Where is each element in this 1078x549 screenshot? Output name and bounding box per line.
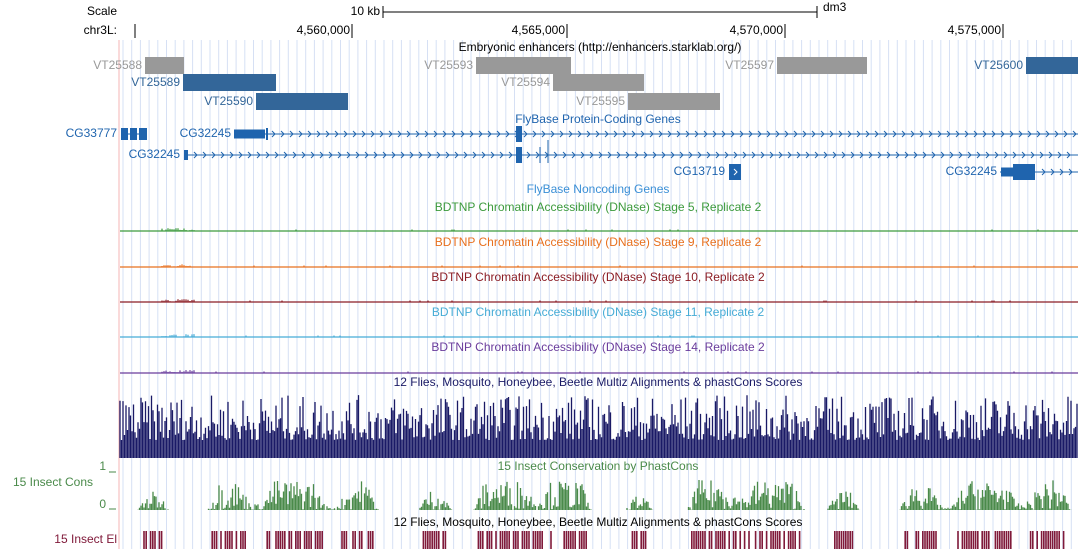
ruler-tick-label: 4,575,000 <box>948 23 1002 37</box>
enhancer-feature[interactable] <box>628 93 720 110</box>
enhancer-feature[interactable] <box>1026 57 1078 74</box>
signal <box>161 299 1011 302</box>
exon[interactable] <box>516 126 522 142</box>
enhancer-label[interactable]: VT25588 <box>93 58 142 72</box>
exon[interactable] <box>516 147 522 163</box>
strand-arrows <box>193 151 1071 159</box>
enhancer-feature[interactable] <box>145 57 184 74</box>
strand-arrows <box>271 130 1077 138</box>
exon[interactable] <box>266 128 268 140</box>
exon[interactable] <box>1001 167 1013 177</box>
enhancer-label[interactable]: VT25595 <box>576 94 625 108</box>
scale-bar-label: 10 kb <box>351 4 381 18</box>
ruler-tick-label: 4,560,000 <box>297 23 351 37</box>
track-title: 15 Insect Conservation by PhastCons <box>498 459 699 473</box>
track-title: 12 Flies, Mosquito, Honeybee, Beetle Mul… <box>394 375 803 389</box>
track-title: BDTNP Chromatin Accessibility (DNase) St… <box>435 235 762 249</box>
gene-label[interactable]: CG32245 <box>180 126 232 140</box>
track-title: Embryonic enhancers (http://enhancers.st… <box>459 40 742 54</box>
signal <box>161 334 979 337</box>
enhancer-feature[interactable] <box>476 57 571 74</box>
ruler-tick-label: 4,565,000 <box>512 23 566 37</box>
track-title: BDTNP Chromatin Accessibility (DNase) St… <box>432 305 765 319</box>
track-title: BDTNP Chromatin Accessibility (DNase) St… <box>435 200 762 214</box>
enhancer-label[interactable]: VT25593 <box>424 58 473 72</box>
gene-label[interactable]: CG13719 <box>674 164 726 178</box>
assembly: dm3 <box>823 0 847 14</box>
track-label[interactable]: 15 Insect Cons <box>13 475 93 489</box>
enhancer-label[interactable]: VT25589 <box>131 75 180 89</box>
axis-label: 0 <box>99 497 106 511</box>
gene-label[interactable]: CG33777 <box>66 126 118 140</box>
ruler-tick-label: 4,570,000 <box>730 23 784 37</box>
gene-label[interactable]: CG32245 <box>946 164 998 178</box>
axis-label: 1 <box>99 459 106 473</box>
strand-arrows <box>1041 168 1073 176</box>
enhancer-feature[interactable] <box>777 57 867 74</box>
scale-label: Scale <box>87 4 117 18</box>
strand-arrow <box>733 168 738 176</box>
signal <box>161 370 1053 373</box>
gene-label[interactable]: CG32245 <box>129 147 181 161</box>
exon[interactable] <box>234 129 265 139</box>
signal <box>161 228 1039 231</box>
phastcons-histogram <box>137 480 1072 510</box>
enhancer-feature[interactable] <box>553 74 644 91</box>
track-title: BDTNP Chromatin Accessibility (DNase) St… <box>431 340 765 354</box>
track-title: BDTNP Chromatin Accessibility (DNase) St… <box>431 270 765 284</box>
enhancer-label[interactable]: VT25597 <box>725 58 774 72</box>
signal <box>161 264 975 267</box>
conservation-histogram <box>119 395 1078 458</box>
enhancer-label[interactable]: VT25600 <box>974 58 1023 72</box>
enhancer-feature[interactable] <box>183 74 276 91</box>
enhancer-feature[interactable] <box>256 93 348 110</box>
track-label[interactable]: 15 Insect El <box>54 532 117 546</box>
track-title: FlyBase Protein-Coding Genes <box>515 112 680 126</box>
exon[interactable] <box>729 164 741 180</box>
chrom-label: chr3L: <box>84 23 117 37</box>
enhancer-label[interactable]: VT25594 <box>501 75 550 89</box>
exon[interactable] <box>1013 164 1035 180</box>
track-title: FlyBase Noncoding Genes <box>527 182 670 196</box>
conserved-elements <box>143 531 1065 549</box>
exon[interactable] <box>184 150 188 160</box>
track-title: 12 Flies, Mosquito, Honeybee, Beetle Mul… <box>394 515 803 529</box>
enhancer-label[interactable]: VT25590 <box>204 94 253 108</box>
